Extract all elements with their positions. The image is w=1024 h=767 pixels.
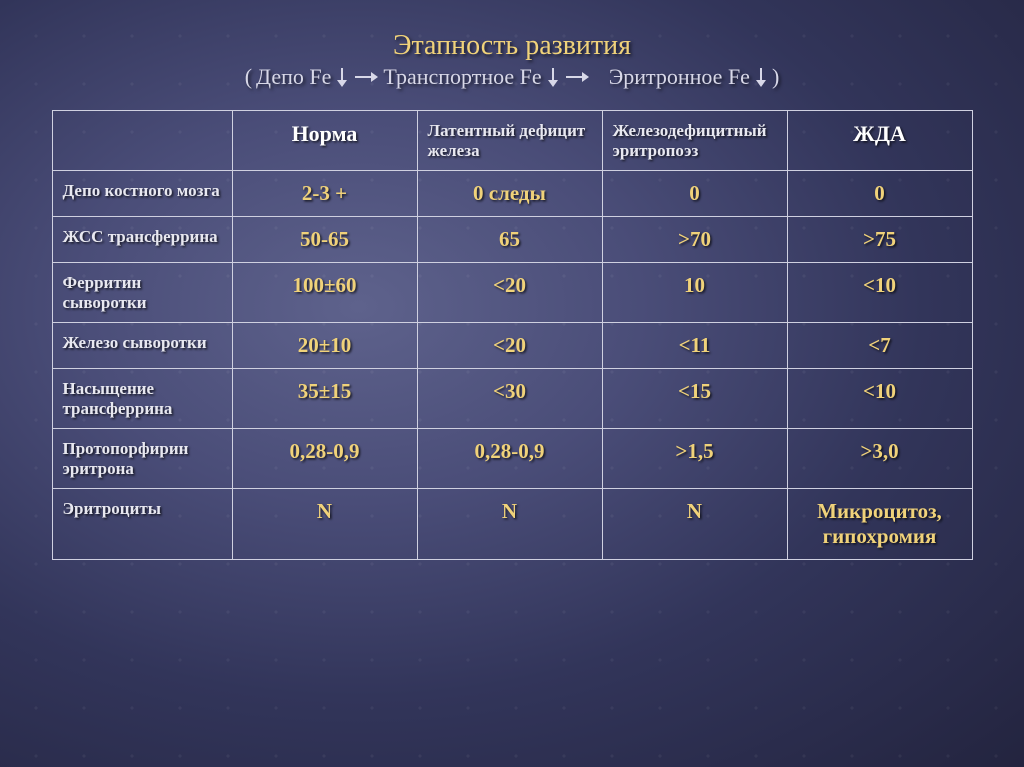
table-row: Протопорфирин эритрона 0,28-0,9 0,28-0,9…: [52, 429, 972, 489]
cell-value: 10: [602, 263, 787, 323]
col-header-latent: Латентный дефицит железа: [417, 111, 602, 171]
table-header: Норма Латентный дефицит железа Железодеф…: [52, 111, 972, 171]
cell-value: <20: [417, 263, 602, 323]
stage-eritron-fe: Эритронное Fe: [609, 64, 750, 90]
cell-value: 50-65: [232, 217, 417, 263]
cell-value: <20: [417, 323, 602, 369]
cell-value: N: [232, 489, 417, 560]
cell-value: 0: [787, 171, 972, 217]
cell-value: 2-3 +: [232, 171, 417, 217]
slide-title-block: Этапность развития ( Депо Fe Транспортно…: [0, 30, 1024, 90]
cell-value: >3,0: [787, 429, 972, 489]
row-label: Железо сыворотки: [52, 323, 232, 369]
table-row: Железо сыворотки 20±10 <20 <11 <7: [52, 323, 972, 369]
cell-value: <11: [602, 323, 787, 369]
cell-value: 20±10: [232, 323, 417, 369]
table-row: ЖСС трансферрина 50-65 65 >70 >75: [52, 217, 972, 263]
cell-value: <30: [417, 369, 602, 429]
stage-transport-fe: Транспортное Fe: [383, 64, 541, 90]
cell-value: 100±60: [232, 263, 417, 323]
arrow-down-icon: [335, 66, 349, 88]
paren-close: ): [772, 64, 779, 90]
table-row: Ферритин сыворотки 100±60 <20 10 <10: [52, 263, 972, 323]
cell-value: 0,28-0,9: [232, 429, 417, 489]
cell-value: >1,5: [602, 429, 787, 489]
cell-value: 65: [417, 217, 602, 263]
row-label: Насыщение трансферрина: [52, 369, 232, 429]
row-label: Ферритин сыворотки: [52, 263, 232, 323]
cell-value: <7: [787, 323, 972, 369]
col-header-erythro: Железодефицитный эритропоэз: [602, 111, 787, 171]
blank-header-cell: [52, 111, 232, 171]
cell-value: <10: [787, 369, 972, 429]
cell-value: 0: [602, 171, 787, 217]
col-header-zhda: ЖДА: [787, 111, 972, 171]
arrow-down-icon: [546, 66, 560, 88]
cell-value: >70: [602, 217, 787, 263]
slide-title: Этапность развития: [0, 30, 1024, 62]
row-label: Депо костного мозга: [52, 171, 232, 217]
table-row: Эритроциты N N N Микроцитоз, гипохромия: [52, 489, 972, 560]
cell-value: Микроцитоз, гипохромия: [787, 489, 972, 560]
arrow-down-icon: [754, 66, 768, 88]
col-header-norma: Норма: [232, 111, 417, 171]
data-table: Норма Латентный дефицит железа Железодеф…: [52, 110, 973, 560]
table-row: Насыщение трансферрина 35±15 <30 <15 <10: [52, 369, 972, 429]
cell-value: 0,28-0,9: [417, 429, 602, 489]
stage-depo-fe: Депо Fe: [256, 64, 331, 90]
cell-value: >75: [787, 217, 972, 263]
slide-subtitle: ( Депо Fe Транспортное Fe Эритронное Fe …: [245, 64, 780, 90]
cell-value: 35±15: [232, 369, 417, 429]
table-row: Депо костного мозга 2-3 + 0 следы 0 0: [52, 171, 972, 217]
arrow-right-icon: [564, 70, 590, 84]
row-label: Протопорфирин эритрона: [52, 429, 232, 489]
cell-value: <15: [602, 369, 787, 429]
cell-value: N: [602, 489, 787, 560]
cell-value: N: [417, 489, 602, 560]
cell-value: <10: [787, 263, 972, 323]
row-label: ЖСС трансферрина: [52, 217, 232, 263]
cell-value: 0 следы: [417, 171, 602, 217]
paren-open: (: [245, 64, 252, 90]
arrow-right-icon: [353, 70, 379, 84]
table-body: Депо костного мозга 2-3 + 0 следы 0 0 ЖС…: [52, 171, 972, 560]
row-label: Эритроциты: [52, 489, 232, 560]
